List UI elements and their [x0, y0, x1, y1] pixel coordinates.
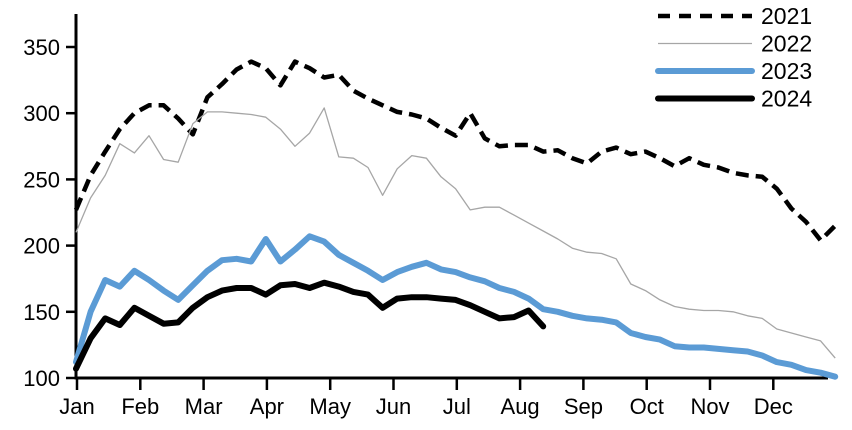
x-tick-label: Apr — [250, 394, 284, 419]
x-tick-label: Feb — [121, 394, 159, 419]
x-tick-label: May — [309, 394, 351, 419]
x-tick-label: Nov — [690, 394, 729, 419]
x-tick-label: Jun — [376, 394, 411, 419]
x-tick-label: Aug — [501, 394, 540, 419]
x-tick-label: Jan — [59, 394, 94, 419]
x-tick-label: Mar — [185, 394, 223, 419]
x-tick-label: Sep — [564, 394, 603, 419]
y-tick-label: 200 — [23, 234, 60, 259]
legend-item-2022: 2022 — [658, 31, 812, 57]
legend-item-2024: 2024 — [655, 86, 812, 112]
legend-label-2021: 2021 — [761, 3, 812, 29]
y-tick-label: 300 — [23, 101, 60, 126]
y-tick-label: 100 — [23, 366, 60, 391]
legend-item-2021: 2021 — [658, 3, 812, 29]
legend-label-2023: 2023 — [761, 58, 812, 84]
y-tick-label: 350 — [23, 35, 60, 60]
x-tick-label: Dec — [754, 394, 793, 419]
x-tick-label: Jul — [443, 394, 471, 419]
legend-label-2024: 2024 — [761, 86, 812, 112]
series-line-2023 — [73, 233, 839, 380]
series-line-2022 — [75, 107, 836, 359]
legend-label-2022: 2022 — [761, 31, 812, 57]
series-line-2021 — [73, 59, 837, 243]
legend-item-2023: 2023 — [655, 58, 812, 84]
y-tick-label: 150 — [23, 300, 60, 325]
y-tick-label: 250 — [23, 167, 60, 192]
x-tick-label: Oct — [630, 394, 664, 419]
series-line-2024 — [73, 279, 547, 372]
